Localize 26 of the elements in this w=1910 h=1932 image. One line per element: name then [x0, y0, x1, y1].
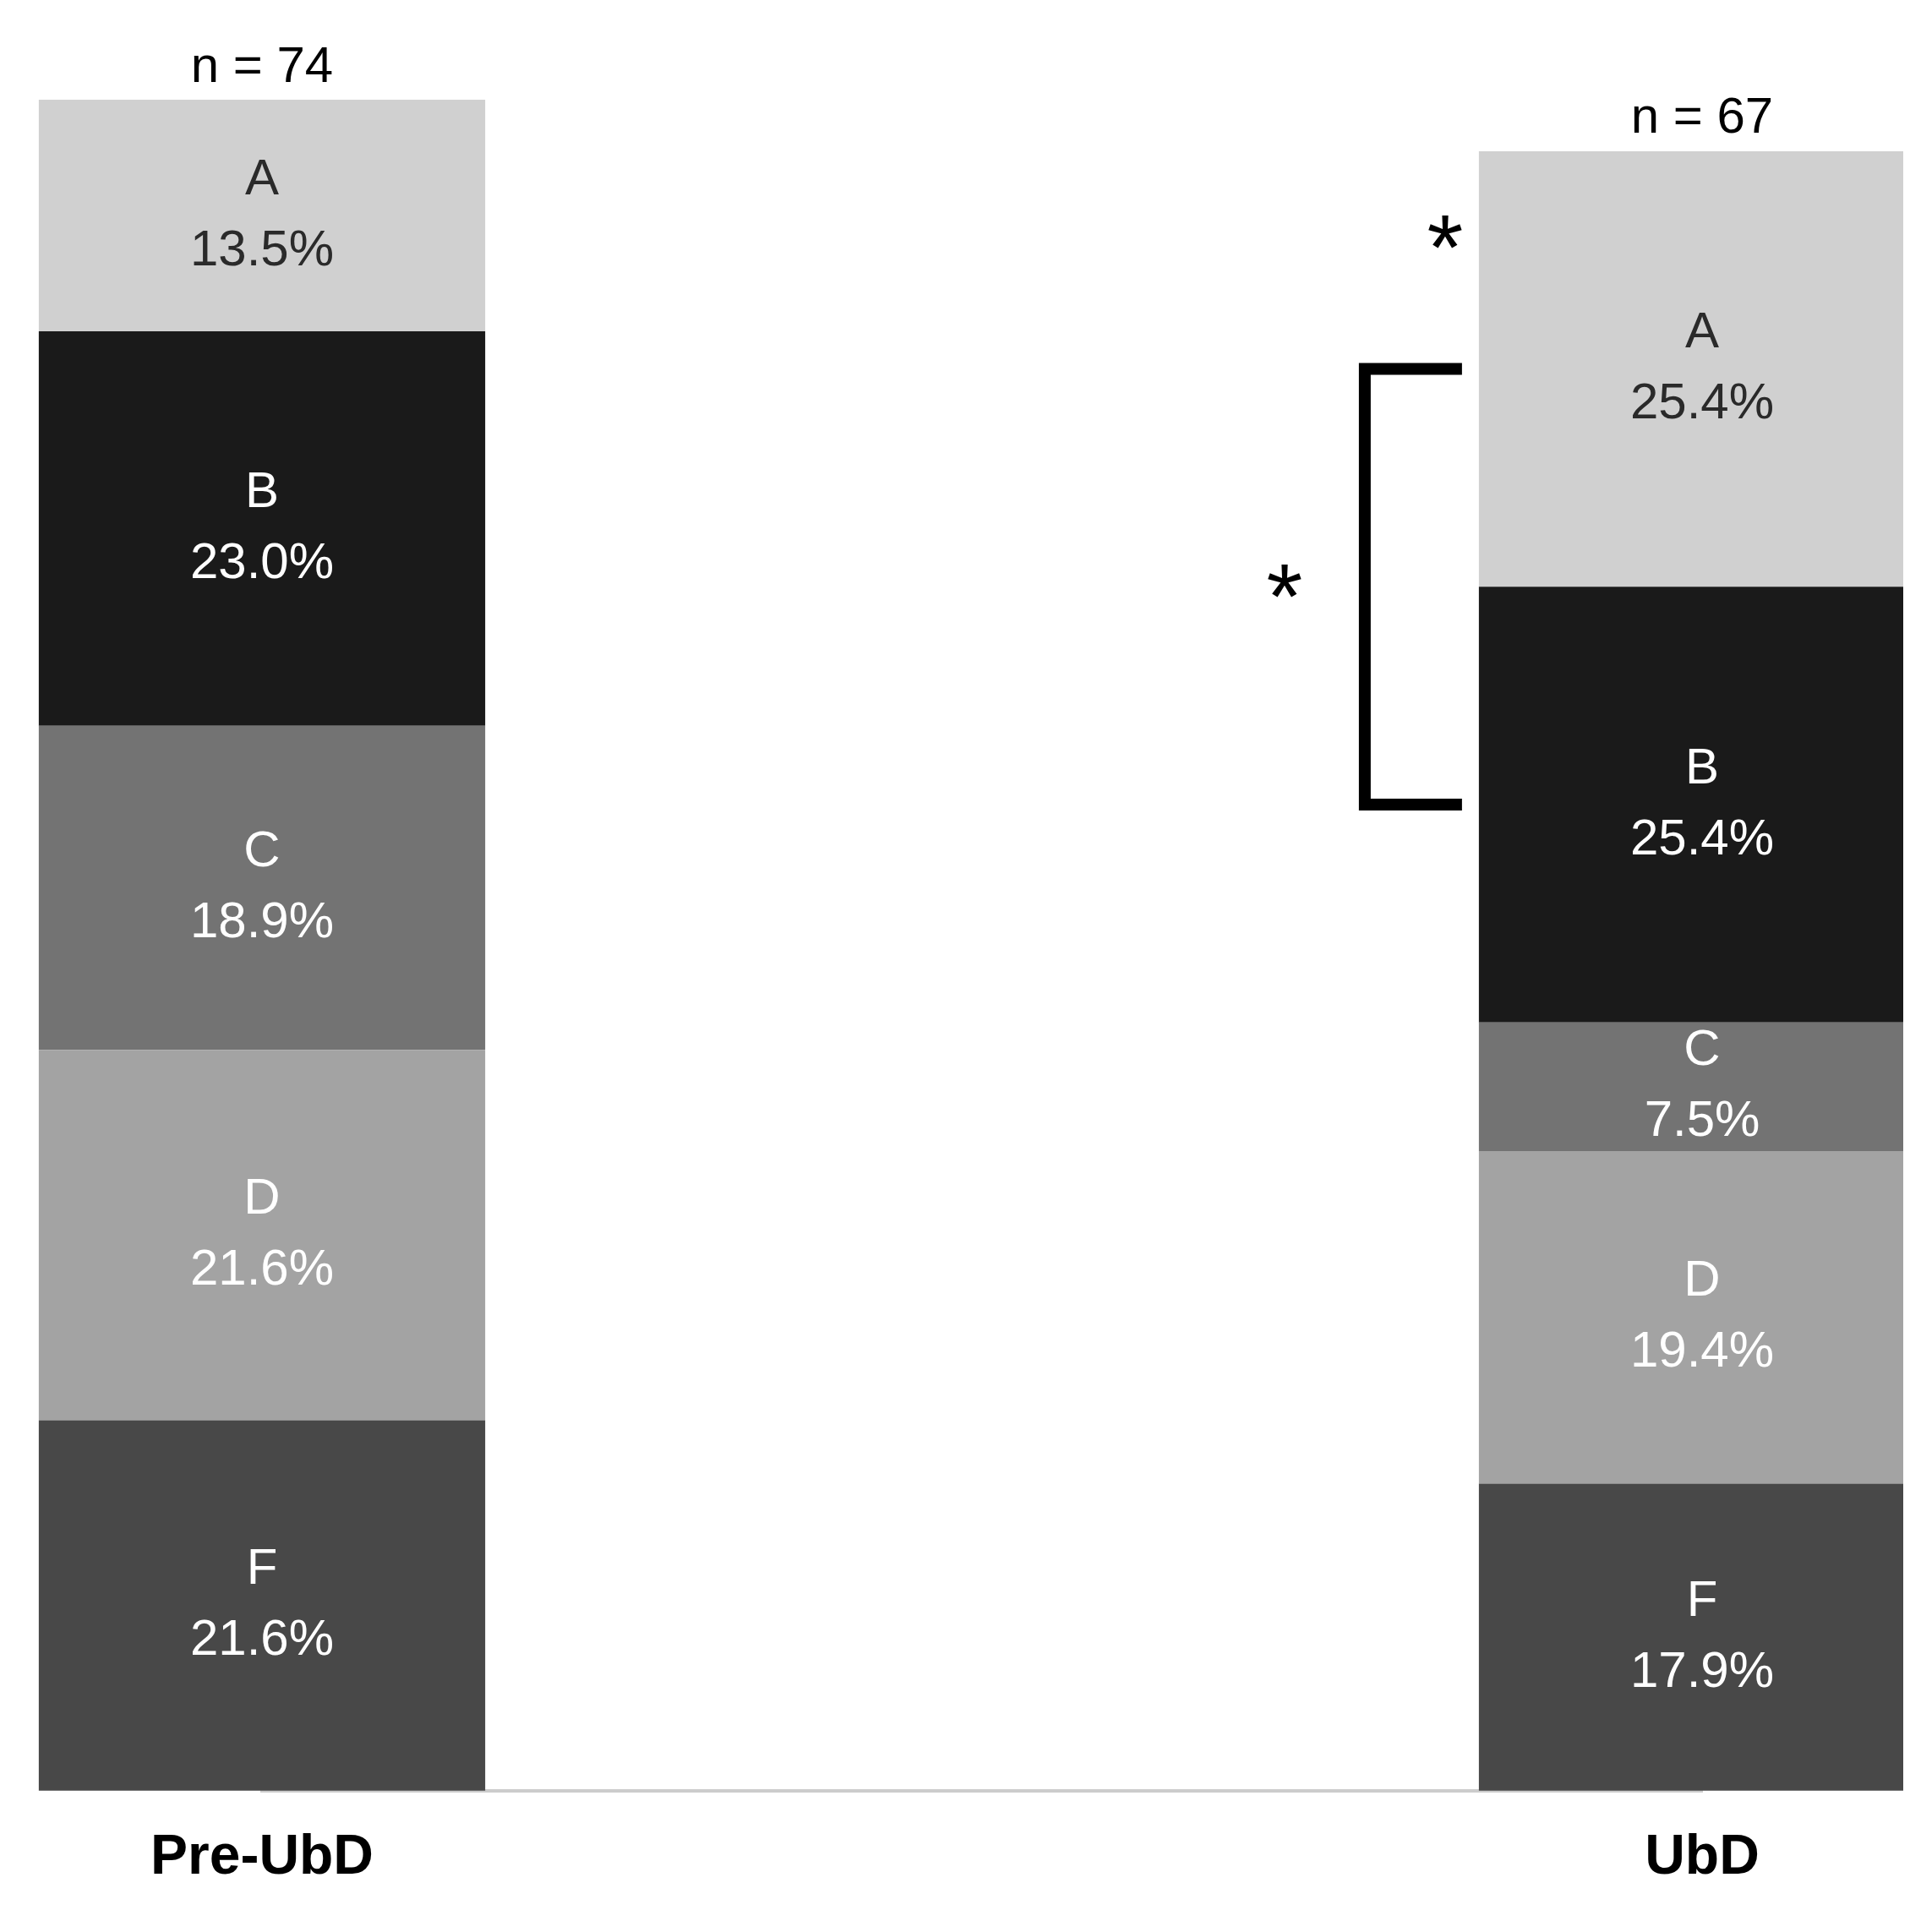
- data-label: 13.5%: [189, 219, 335, 276]
- data-label: 25.4%: [1629, 808, 1775, 865]
- data-label: 17.9%: [1629, 1640, 1775, 1698]
- x-tick-label: UbD: [1645, 1822, 1760, 1886]
- annotation: n = 67: [1630, 87, 1774, 145]
- text: D: [243, 1167, 281, 1225]
- series-label: F: [1686, 1569, 1718, 1627]
- series-label: A: [244, 148, 280, 205]
- series-label: B: [244, 461, 280, 518]
- data-label: 19.4%: [1629, 1321, 1775, 1378]
- text: C: [243, 820, 281, 877]
- text: n = 74: [190, 35, 334, 93]
- text: B: [1684, 737, 1720, 794]
- data-label: 21.6%: [189, 1238, 335, 1296]
- data-label: 7.5%: [1644, 1090, 1760, 1148]
- data-label: 21.6%: [189, 1609, 335, 1667]
- text: F: [246, 1538, 278, 1596]
- data-label: 25.4%: [1629, 373, 1775, 430]
- text: A: [1684, 302, 1720, 359]
- data-label: 18.9%: [189, 891, 335, 948]
- annotation: *: [1266, 543, 1303, 647]
- series-label: C: [1684, 1019, 1721, 1077]
- x-tick-label: Pre-UbD: [150, 1822, 374, 1886]
- annotation: *: [1427, 194, 1464, 299]
- data-label: 23.0%: [189, 532, 335, 589]
- series-label: D: [1684, 1250, 1721, 1307]
